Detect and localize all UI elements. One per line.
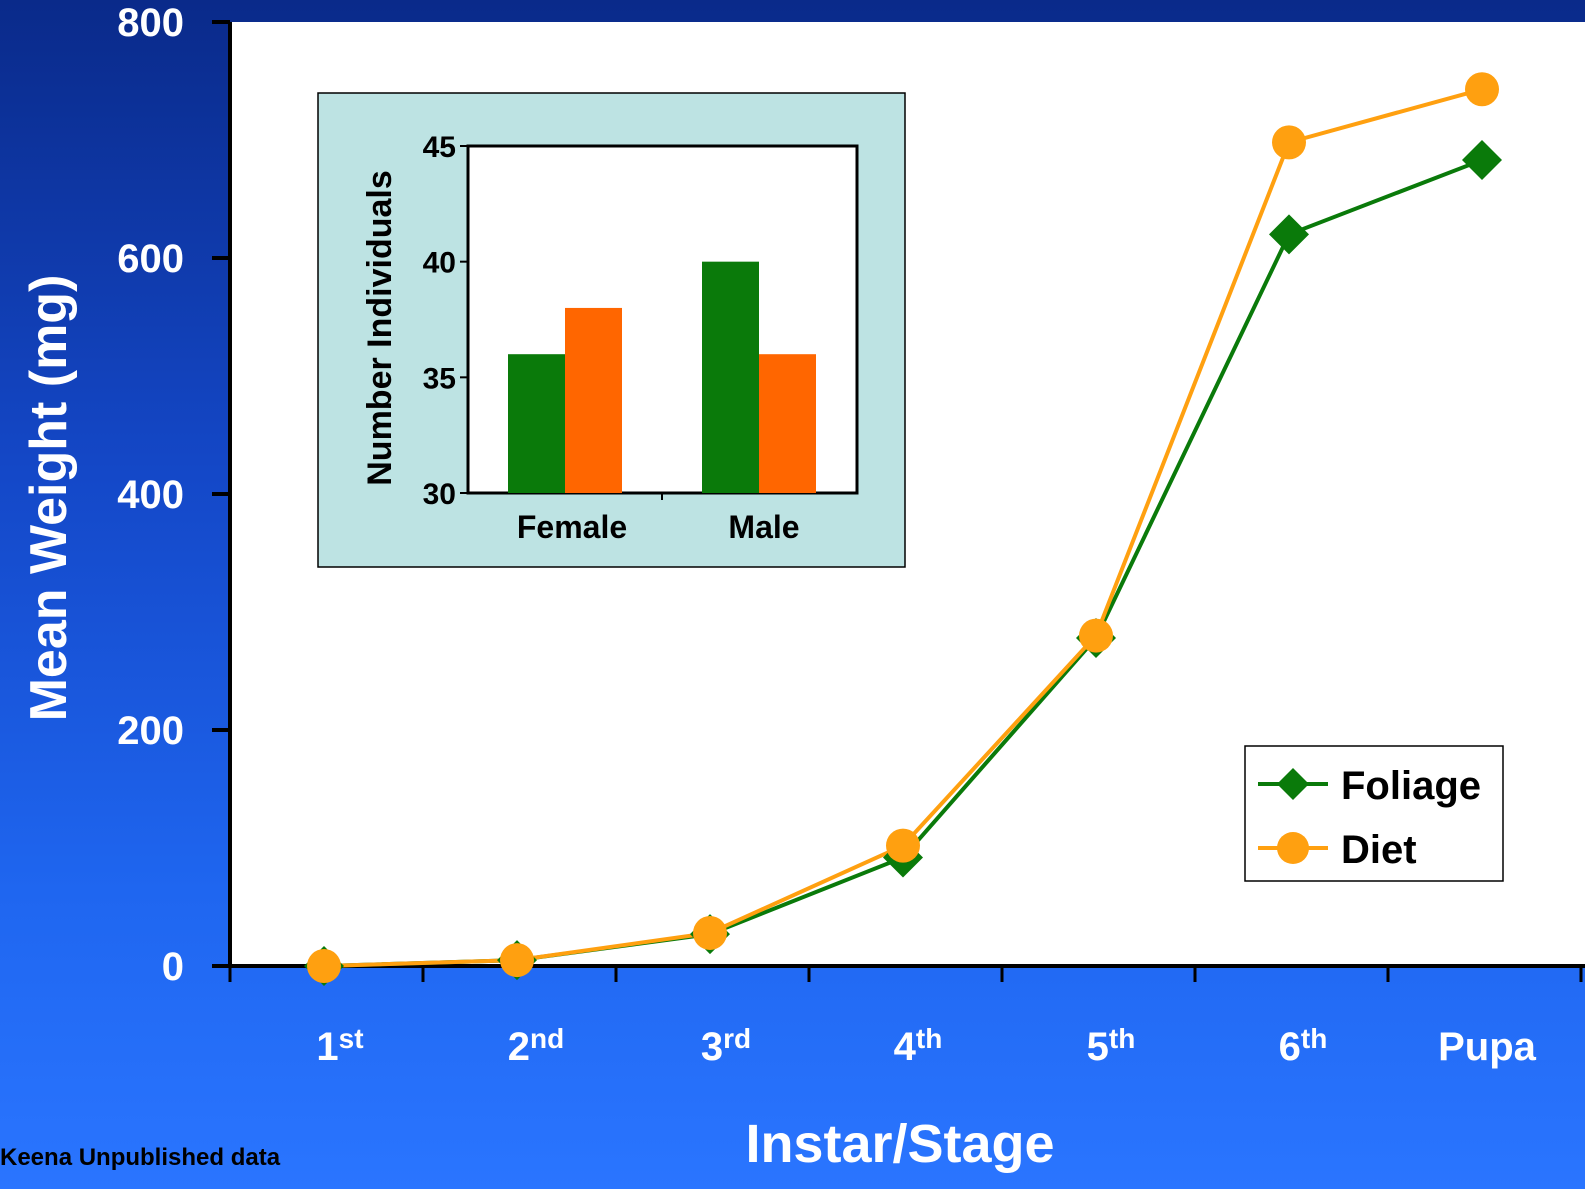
y-tick-label: 200 [117, 709, 184, 753]
y-axis-ticks: 0 200 400 600 800 [117, 1, 230, 989]
legend-foliage-label: Foliage [1341, 764, 1481, 808]
point-diet [1272, 125, 1306, 160]
inset-y-tick-label: 45 [423, 131, 456, 164]
x-tick-label: 2nd [508, 1023, 564, 1069]
legend-foliage-marker [1277, 768, 1309, 800]
inset-bars [508, 261, 816, 493]
x-tick-label: 4th [894, 1023, 943, 1069]
legend-diet-marker [1277, 832, 1309, 864]
inset-y-tick-label: 35 [423, 362, 456, 395]
x-tick-label: 6th [1279, 1023, 1328, 1069]
inset-y-tick-label: 30 [423, 478, 456, 511]
series-layer [304, 72, 1502, 986]
point-diet [1465, 72, 1499, 107]
inset-bar-chart: 30 35 40 45 Female Male Number Individuals [317, 92, 906, 568]
point-diet [307, 949, 341, 983]
y-tick-label: 0 [162, 945, 184, 989]
point-diet [693, 915, 727, 950]
inset-x-ticks: Female Male [517, 493, 800, 545]
y-tick-label: 400 [117, 473, 184, 517]
point-diet [1079, 618, 1113, 653]
data-credit: Keena Unpublished data [0, 1144, 281, 1171]
x-axis-ticks: 1st 2nd 3rd 4th 5th 6th Pupa [228, 966, 1583, 1069]
point-diet [500, 943, 534, 978]
inset-x-tick-label: Male [728, 509, 799, 545]
x-tick-label: 1st [316, 1023, 363, 1069]
x-tick-label: 3rd [701, 1023, 751, 1069]
legend-diet-label: Diet [1341, 828, 1417, 872]
legend: Foliage Diet [1244, 745, 1504, 882]
inset-bar-female [565, 307, 622, 493]
y-tick-label: 600 [117, 237, 184, 281]
inset-bar-female [508, 354, 565, 493]
x-axis-title: Instar/Stage [745, 1114, 1054, 1174]
inset-x-tick-label: Female [517, 509, 627, 545]
inset-bar-male [702, 261, 759, 493]
y-tick-label: 800 [117, 1, 184, 45]
inset-y-axis-title: Number Individuals [361, 170, 399, 486]
x-tick-label: 5th [1087, 1023, 1136, 1069]
x-tick-label: Pupa [1438, 1025, 1537, 1069]
point-foliage [1269, 214, 1309, 255]
inset-y-ticks: 30 35 40 45 [423, 131, 468, 511]
inset-bar-male [759, 354, 816, 493]
point-diet [886, 828, 920, 863]
y-axis-title: Mean Weight (mg) [20, 275, 78, 722]
inset-y-tick-label: 40 [423, 247, 456, 280]
point-foliage [1462, 140, 1502, 181]
